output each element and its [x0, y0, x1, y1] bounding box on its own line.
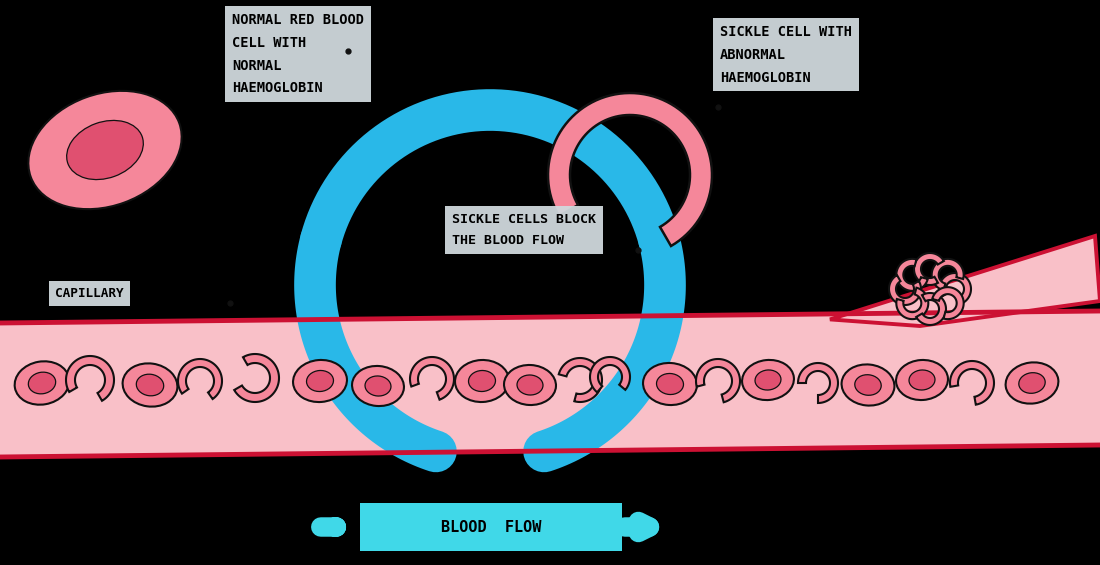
- Ellipse shape: [122, 363, 177, 407]
- Text: SICKLE CELL WITH
ABNORMAL
HAEMOGLOBIN: SICKLE CELL WITH ABNORMAL HAEMOGLOBIN: [720, 25, 852, 85]
- Ellipse shape: [1019, 373, 1045, 393]
- Ellipse shape: [307, 371, 333, 392]
- Ellipse shape: [855, 375, 881, 396]
- Text: BLOOD  FLOW: BLOOD FLOW: [441, 519, 541, 534]
- Polygon shape: [950, 361, 994, 405]
- Polygon shape: [889, 275, 921, 305]
- Ellipse shape: [365, 376, 390, 396]
- Polygon shape: [830, 236, 1100, 326]
- Text: NORMAL RED BLOOD
CELL WITH
NORMAL
HAEMOGLOBIN: NORMAL RED BLOOD CELL WITH NORMAL HAEMOG…: [232, 13, 364, 95]
- Ellipse shape: [644, 363, 697, 405]
- Polygon shape: [798, 363, 838, 403]
- Ellipse shape: [742, 360, 794, 400]
- Polygon shape: [548, 93, 712, 246]
- Text: CAPILLARY: CAPILLARY: [55, 287, 123, 300]
- Polygon shape: [410, 357, 454, 399]
- Polygon shape: [939, 273, 971, 303]
- Polygon shape: [66, 356, 114, 401]
- Ellipse shape: [842, 364, 894, 406]
- Polygon shape: [590, 357, 630, 392]
- Polygon shape: [914, 253, 944, 285]
- Ellipse shape: [896, 360, 948, 400]
- Polygon shape: [932, 259, 964, 290]
- FancyBboxPatch shape: [360, 503, 622, 551]
- Polygon shape: [234, 354, 279, 402]
- Ellipse shape: [352, 366, 404, 406]
- Polygon shape: [559, 358, 602, 402]
- Ellipse shape: [455, 360, 509, 402]
- Ellipse shape: [1005, 362, 1058, 403]
- Polygon shape: [896, 259, 927, 291]
- Ellipse shape: [29, 372, 56, 394]
- Ellipse shape: [136, 374, 164, 396]
- Polygon shape: [916, 293, 946, 325]
- Polygon shape: [932, 287, 964, 319]
- Ellipse shape: [14, 361, 69, 405]
- Ellipse shape: [657, 373, 683, 394]
- Polygon shape: [696, 359, 740, 402]
- Polygon shape: [896, 288, 928, 319]
- Ellipse shape: [517, 375, 543, 395]
- Ellipse shape: [909, 370, 935, 390]
- Text: SICKLE CELLS BLOCK
THE BLOOD FLOW: SICKLE CELLS BLOCK THE BLOOD FLOW: [452, 213, 596, 247]
- Polygon shape: [0, 311, 1100, 457]
- Ellipse shape: [29, 91, 182, 209]
- Polygon shape: [178, 359, 222, 399]
- Ellipse shape: [469, 371, 495, 392]
- Ellipse shape: [293, 360, 346, 402]
- Ellipse shape: [755, 370, 781, 390]
- Ellipse shape: [504, 365, 556, 405]
- Ellipse shape: [67, 120, 143, 180]
